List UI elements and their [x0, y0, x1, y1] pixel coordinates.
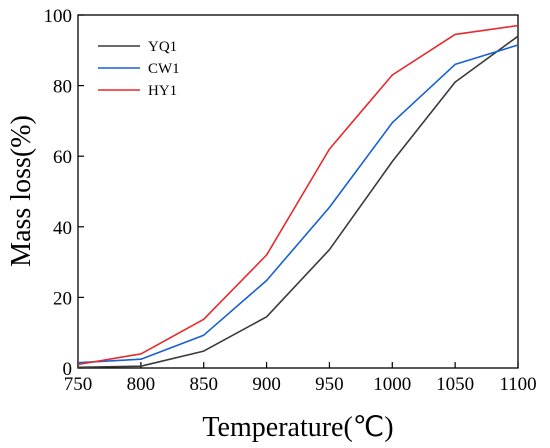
y-axis-title: Mass loss(%) [6, 115, 37, 267]
legend-label-cw1: CW1 [148, 61, 180, 77]
series-lines [77, 24, 519, 369]
y-tick-label: 20 [53, 288, 72, 309]
y-tick-label: 40 [53, 218, 72, 239]
x-tick-label: 850 [189, 374, 218, 395]
y-tick-label: 0 [63, 359, 73, 380]
series-line-yq1 [77, 35, 519, 369]
legend: YQ1 CW1 HY1 [98, 39, 180, 99]
x-tick-label: 900 [252, 374, 281, 395]
legend-label-hy1: HY1 [148, 83, 177, 99]
x-tick-label: 1050 [436, 374, 474, 395]
x-tick-label: 1100 [499, 374, 536, 395]
y-tick-label: 80 [53, 77, 72, 98]
x-tick-label: 950 [315, 374, 344, 395]
legend-label-yq1: YQ1 [148, 39, 177, 55]
y-tick-label: 60 [53, 147, 72, 168]
axis-tick-labels: 750 800 850 900 950 1000 1050 1100 0 20 40 60 80 100 [44, 6, 537, 395]
x-tick-label: 750 [64, 374, 93, 395]
x-tick-label: 800 [127, 374, 156, 395]
y-tick-label: 100 [44, 6, 73, 27]
x-axis-title: Temperature(℃) [202, 412, 393, 443]
series-line-cw1 [77, 44, 519, 364]
series-line-hy1 [77, 24, 519, 366]
plot-frame [77, 14, 519, 369]
x-tick-label: 1000 [373, 374, 411, 395]
